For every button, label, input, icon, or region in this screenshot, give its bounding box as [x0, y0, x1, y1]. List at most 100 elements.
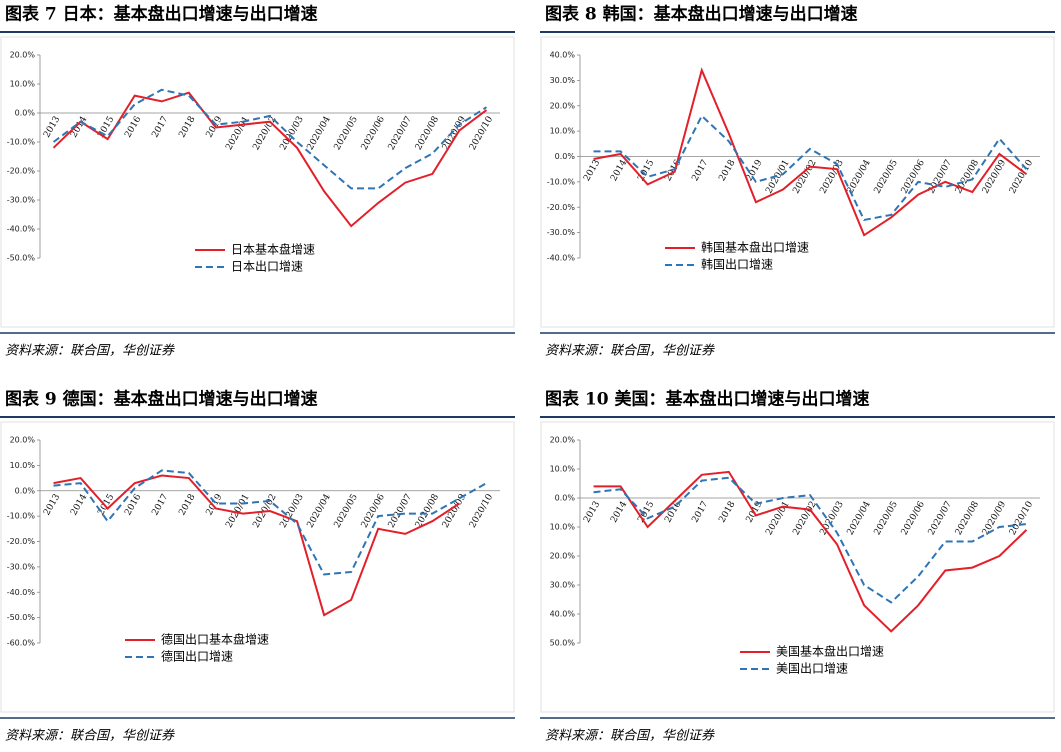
x-tick-label: 2014: [69, 492, 89, 517]
legend-label: 德国出口基本盘增速: [161, 632, 269, 647]
source-note: 资料来源：联合国，华创证券: [545, 729, 715, 744]
series-line: [53, 474, 460, 617]
x-tick-label: 2020/04: [846, 500, 873, 538]
y-tick-label: 20.0%: [10, 436, 36, 445]
x-tick-label: 2018: [177, 492, 197, 517]
x-tick-label: 2020/04: [306, 492, 333, 530]
legend-label: 韩国出口增速: [701, 257, 773, 272]
y-tick-label: 10.0%: [550, 465, 576, 474]
y-tick-label: 40.0%: [550, 610, 576, 619]
x-tick-label: 2020/06: [900, 158, 927, 196]
source-note: 资料来源：联合国，华创证券: [5, 729, 175, 744]
series-line: [593, 114, 1028, 222]
x-tick-label: 2014: [609, 500, 629, 525]
legend-label: 韩国基本盘出口增速: [701, 240, 809, 255]
y-tick-label: 10.0%: [550, 127, 576, 136]
x-tick-label: 2020/10: [1008, 500, 1035, 538]
chart-frame: [540, 36, 1055, 328]
x-tick-label: 2020/06: [900, 500, 927, 538]
x-tick-label: 2013: [42, 492, 62, 517]
x-tick-label: 2013: [582, 500, 602, 525]
series-line: [52, 91, 488, 228]
y-tick-label: -30.0%: [7, 196, 36, 205]
x-tick-label: 2013: [582, 158, 602, 183]
x-tick-label: 2020/02: [791, 158, 818, 195]
x-tick-label: 2020/07: [927, 158, 954, 196]
y-tick-label: -20.0%: [7, 167, 36, 176]
x-tick-label: 2018: [717, 500, 737, 525]
x-tick-label: 2020/09: [981, 500, 1008, 538]
x-tick-label: 2020/08: [414, 115, 441, 153]
x-tick-label: 2020/07: [387, 115, 414, 153]
legend-label: 日本基本盘增速: [231, 242, 315, 257]
x-tick-label: 2020/05: [333, 492, 360, 530]
figure-title: 图表 7 日本：基本盘出口增速与出口增速: [5, 4, 318, 25]
y-tick-label: -40.0%: [547, 254, 576, 263]
y-tick-label: -30.0%: [547, 228, 576, 237]
series-line: [53, 469, 487, 576]
x-tick-label: 2020/10: [468, 492, 495, 530]
y-tick-label: 0.0%: [555, 494, 576, 503]
y-tick-label: 10.0%: [550, 523, 576, 532]
x-tick-label: 2020/09: [441, 492, 468, 530]
figure-title: 图表 10 美国：基本盘出口增速与出口增速: [545, 389, 870, 410]
series-line: [593, 67, 1028, 237]
y-tick-label: -20.0%: [547, 203, 576, 212]
x-tick-label: 2020/07: [927, 500, 954, 538]
y-tick-label: -10.0%: [7, 138, 36, 147]
y-tick-label: 20.0%: [550, 101, 576, 110]
chart-frame: [0, 36, 515, 328]
x-tick-label: 2020/05: [333, 115, 360, 153]
chart-frame: [540, 421, 1055, 713]
source-note: 资料来源：联合国，华创证券: [5, 344, 175, 359]
x-tick-label: 2020/01: [764, 158, 791, 195]
y-tick-label: 0.0%: [555, 152, 576, 161]
x-tick-label: 2020/04: [306, 115, 333, 153]
y-tick-label: 20.0%: [550, 436, 576, 445]
x-tick-label: 2020/03: [818, 158, 845, 196]
y-tick-label: -30.0%: [7, 562, 36, 571]
legend-label: 美国出口增速: [776, 662, 848, 676]
x-tick-label: 2020/09: [441, 115, 468, 153]
y-tick-label: 20.0%: [550, 552, 576, 561]
y-tick-label: -50.0%: [7, 613, 36, 622]
x-tick-label: 2020/06: [360, 115, 387, 153]
x-tick-label: 2017: [690, 158, 710, 183]
y-tick-label: -60.0%: [7, 639, 36, 648]
y-tick-label: -20.0%: [7, 537, 36, 546]
x-tick-label: 2020/01: [764, 500, 791, 537]
x-tick-label: 2020/08: [954, 500, 981, 538]
series-line: [593, 470, 1028, 633]
y-tick-label: 10.0%: [10, 80, 36, 89]
y-tick-label: -50.0%: [7, 254, 36, 263]
legend-label: 日本出口增速: [231, 260, 303, 274]
y-tick-label: 50.0%: [550, 639, 576, 648]
chart-frame: [0, 421, 515, 713]
y-tick-label: -40.0%: [7, 588, 36, 597]
x-tick-label: 2018: [717, 158, 737, 183]
x-tick-label: 2018: [177, 115, 197, 140]
y-tick-label: 0.0%: [15, 486, 36, 495]
y-tick-label: 0.0%: [15, 109, 36, 118]
series-line: [52, 88, 488, 190]
source-note: 资料来源：联合国，华创证券: [545, 344, 715, 359]
x-tick-label: 2019: [205, 492, 225, 517]
x-tick-label: 2020/05: [873, 158, 900, 196]
x-tick-label: 2020/05: [873, 500, 900, 538]
legend-label: 美国基本盘出口增速: [776, 644, 884, 659]
x-tick-label: 2013: [42, 115, 62, 140]
x-tick-label: 2020/04: [846, 158, 873, 196]
legend-label: 德国出口增速: [161, 649, 233, 664]
x-tick-label: 2020/09: [981, 158, 1008, 196]
x-tick-label: 2017: [150, 115, 170, 140]
y-tick-label: 30.0%: [550, 76, 576, 85]
x-tick-label: 2016: [123, 492, 143, 517]
x-tick-label: 2016: [123, 115, 143, 140]
y-tick-label: 30.0%: [550, 581, 576, 590]
x-tick-label: 2017: [690, 500, 710, 525]
x-tick-label: 2020/03: [818, 500, 845, 538]
x-tick-label: 2020/02: [791, 500, 818, 537]
y-tick-label: 10.0%: [10, 461, 36, 470]
